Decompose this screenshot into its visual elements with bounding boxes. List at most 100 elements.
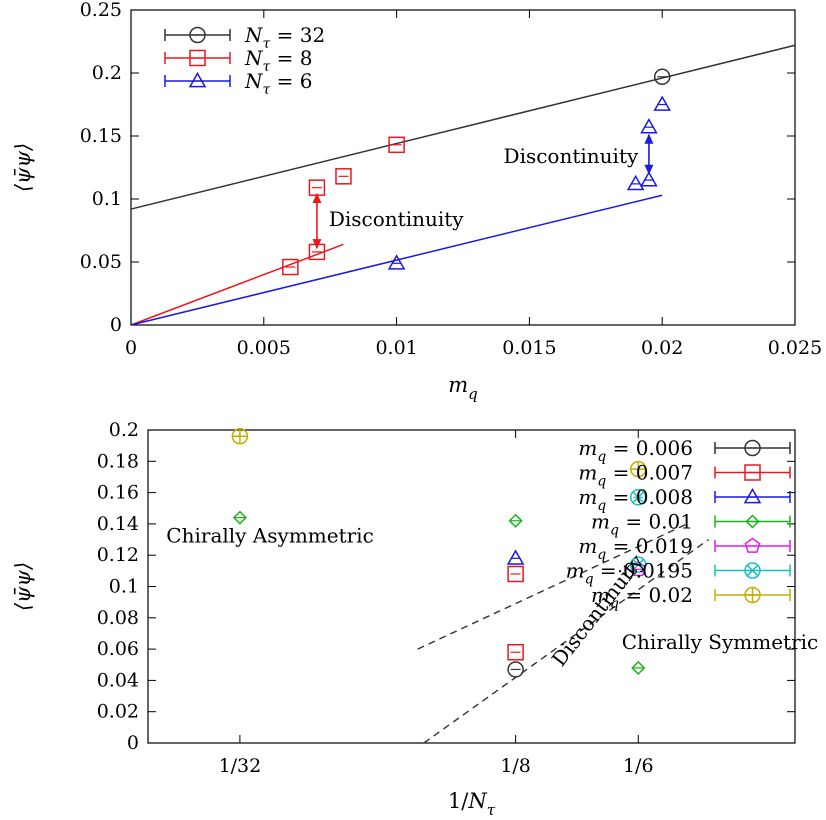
data-point <box>507 643 524 661</box>
label-part: = 0.019 <box>606 534 693 558</box>
legend-label: mq = 0.01 <box>591 510 693 539</box>
label-part: = 8 <box>270 46 312 70</box>
legend-label: Nτ = 32 <box>244 23 325 52</box>
data-point <box>388 136 405 154</box>
boundary-dashed-line <box>417 523 688 650</box>
arrow-head-up <box>644 133 654 144</box>
y-tick-label: 0.04 <box>97 669 139 691</box>
label-subscript: q <box>468 385 478 403</box>
label-symbol: m <box>591 583 610 607</box>
discontinuity-annotation: Discontinuity <box>504 144 639 168</box>
label-subscript: τ <box>263 59 271 75</box>
arrow-head-down <box>644 164 654 175</box>
y-tick-label: 0.06 <box>97 638 139 660</box>
legend-label: mq = 0.02 <box>591 583 693 612</box>
label-symbol: m <box>578 485 597 509</box>
marker-ring <box>629 556 647 573</box>
legend-marker <box>743 487 762 504</box>
y-tick-label: 0.14 <box>97 513 139 535</box>
x-tick-label: 1/8 <box>500 755 531 777</box>
top-panel: 0 0.005 0.01 0.015 0.02 0.025 0 0.05 0.1 0.15 0.2 0… <box>11 0 822 403</box>
y-tick-label: 0.1 <box>109 576 139 598</box>
fit-line <box>130 44 796 210</box>
legend-label: mq = 0.006 <box>578 436 693 465</box>
label-symbol: N <box>244 46 264 70</box>
data-point <box>282 258 299 276</box>
y-tick-label: 0.2 <box>109 419 139 441</box>
legend-label: mq = 0.019 <box>578 534 693 563</box>
boundary-dashed-line <box>423 538 709 744</box>
label-symbol: m <box>591 510 610 534</box>
y-axis-label: ⟨ψ̄ψ⟩ <box>11 143 35 192</box>
y-tick-label: 0.15 <box>80 125 122 147</box>
y-tick-label: 0.18 <box>97 450 139 472</box>
label-symbol: m <box>578 461 597 485</box>
y-tick-label: 0 <box>127 732 139 754</box>
label-subscript: τ <box>487 801 496 819</box>
region-annotation: Chirally Symmetric <box>622 630 818 654</box>
marker-ring <box>744 562 761 579</box>
label-symbol: N <box>467 789 487 813</box>
label-subscript: q <box>597 474 606 490</box>
legend-label: mq = 0.008 <box>578 485 693 514</box>
data-point <box>387 254 406 270</box>
label-subscript: q <box>610 523 619 539</box>
bottom-panel: 1/32 1/8 1/6 0 0.02 0.04 0.06 0.08 0.1 0.12 0.14 0.… <box>11 419 818 819</box>
y-tick-label: 0.16 <box>97 482 139 504</box>
legend-marker <box>189 26 206 44</box>
y-tick-label: 0.05 <box>80 251 122 273</box>
x-tick-label: 0.005 <box>237 337 291 359</box>
fit-line <box>130 243 344 326</box>
y-tick-label: 0 <box>110 314 122 336</box>
data-point <box>653 68 671 86</box>
label-part: 1/ <box>448 789 469 813</box>
label-part: = 0.01 <box>619 510 693 534</box>
x-tick-label: 0 <box>125 337 137 359</box>
fit-line <box>130 194 663 326</box>
data-point <box>335 168 352 185</box>
y-tick-label: 0.2 <box>92 62 122 84</box>
label-subscript: q <box>597 498 606 514</box>
legend-marker <box>189 49 206 67</box>
plot-frame <box>147 429 796 744</box>
data-point <box>630 560 647 577</box>
legend-marker <box>745 514 760 529</box>
x-tick-label: 0.01 <box>375 337 417 359</box>
data-point <box>507 661 524 678</box>
label-subscript: q <box>597 547 606 563</box>
legend-label: Nτ = 8 <box>244 46 312 75</box>
y-tick-label: 0.25 <box>80 0 122 21</box>
label-part: = 6 <box>270 69 312 93</box>
x-axis-label: 1/Nτ <box>448 789 496 819</box>
label-subscript: q <box>597 449 606 465</box>
label-subscript: q <box>585 572 594 588</box>
label-subscript: q <box>610 596 619 612</box>
label-symbol: m <box>578 534 597 558</box>
data-point <box>507 565 524 583</box>
legend-label: mq = 0.0195 <box>566 559 693 588</box>
x-tick-label: 0.02 <box>641 337 683 359</box>
label-symbol: m <box>448 373 468 397</box>
x-tick-label: 1/32 <box>219 755 262 777</box>
label-part: = 0.006 <box>606 436 693 460</box>
label-part: = 32 <box>270 23 325 47</box>
marker-ring <box>629 489 647 506</box>
data-point <box>508 513 523 528</box>
data-point <box>232 510 247 525</box>
y-tick-label: 0.12 <box>97 544 139 566</box>
legend-label: Nτ = 6 <box>244 69 312 98</box>
data-point <box>653 95 671 111</box>
arrow-head-down <box>312 239 322 250</box>
data-point <box>640 118 658 134</box>
legend-marker <box>188 71 207 88</box>
y-tick-label: 0.1 <box>92 188 122 210</box>
label-subscript: τ <box>263 36 271 52</box>
y-tick-label: 0.08 <box>97 607 139 629</box>
x-tick-label: 1/6 <box>623 755 654 777</box>
label-part: = 0.008 <box>606 485 693 509</box>
label-subscript: τ <box>263 82 271 98</box>
data-point <box>640 171 658 187</box>
x-axis-label: mq <box>448 373 478 403</box>
legend-marker <box>744 439 761 457</box>
